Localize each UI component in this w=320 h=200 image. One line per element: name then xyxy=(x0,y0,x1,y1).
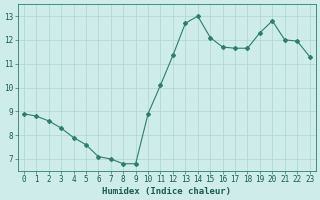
X-axis label: Humidex (Indice chaleur): Humidex (Indice chaleur) xyxy=(102,187,231,196)
